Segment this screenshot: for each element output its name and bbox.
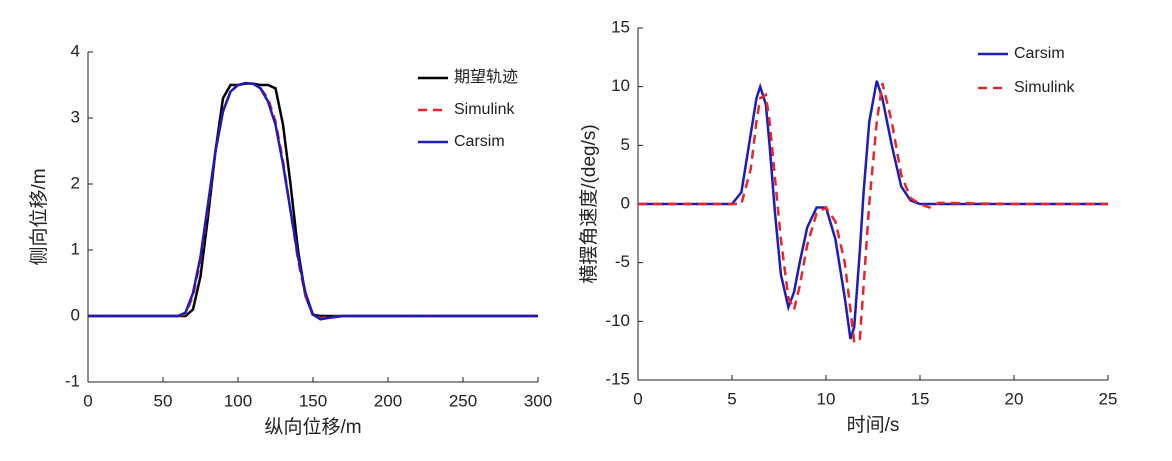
y-tick-label: 15 (611, 17, 630, 36)
x-tick-label: 20 (1005, 389, 1024, 408)
legend-label: Simulink (1014, 79, 1075, 96)
x-tick-label: 250 (449, 391, 477, 410)
y-tick-label: -15 (605, 369, 630, 388)
series-line (638, 82, 1108, 345)
x-tick-label: 10 (817, 389, 836, 408)
y-tick-label: 2 (71, 173, 80, 192)
x-tick-label: 200 (374, 391, 402, 410)
y-tick-label: 4 (71, 41, 80, 60)
y-tick-label: 1 (71, 239, 80, 258)
x-tick-label: 150 (299, 391, 327, 410)
series-line (638, 80, 1108, 340)
legend-label: Carsim (454, 133, 505, 150)
legend-label: Carsim (1014, 45, 1065, 62)
x-tick-label: 50 (154, 391, 173, 410)
series-line (88, 82, 538, 318)
x-tick-label: 100 (224, 391, 252, 410)
y-axis-label: 侧向位移/m (28, 168, 50, 265)
y-tick-label: -1 (65, 371, 80, 390)
y-tick-label: 3 (71, 107, 80, 126)
x-tick-label: 0 (633, 389, 642, 408)
legend-label: Simulink (454, 101, 515, 118)
x-tick-label: 0 (83, 391, 92, 410)
y-tick-label: 0 (71, 305, 80, 324)
y-tick-label: -5 (615, 252, 630, 271)
legend-label: 期望轨迹 (454, 68, 518, 86)
y-tick-label: -10 (605, 311, 630, 330)
x-axis-label: 时间/s (847, 414, 900, 436)
series-line (88, 82, 538, 320)
x-tick-label: 15 (911, 389, 930, 408)
y-tick-label: 5 (621, 135, 630, 154)
x-tick-label: 5 (727, 389, 736, 408)
y-tick-label: 10 (611, 76, 630, 95)
x-tick-label: 300 (524, 391, 552, 410)
y-tick-label: 0 (621, 193, 630, 212)
x-axis-label: 纵向位移/m (264, 416, 361, 438)
x-tick-label: 25 (1099, 389, 1118, 408)
y-axis-label: 横摆角速度/(deg/s) (578, 124, 600, 283)
series-line (88, 81, 538, 321)
